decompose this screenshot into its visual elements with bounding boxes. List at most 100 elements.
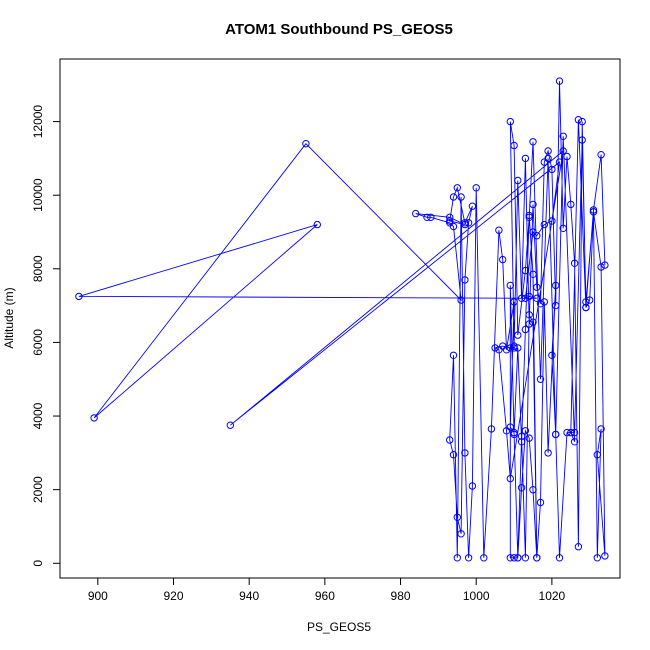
data-point bbox=[540, 158, 548, 166]
x-axis: 900 920 940 960 980 1000 1020 bbox=[88, 578, 566, 603]
data-point bbox=[457, 296, 465, 304]
data-point bbox=[510, 141, 518, 150]
data-point bbox=[487, 425, 496, 433]
data-point bbox=[464, 219, 473, 227]
data-point bbox=[582, 298, 590, 306]
y-tick-label: 8000 bbox=[31, 255, 45, 282]
data-point bbox=[536, 498, 545, 507]
data-point bbox=[589, 206, 598, 214]
data-point bbox=[461, 449, 469, 457]
data-point bbox=[472, 184, 480, 192]
data-point bbox=[427, 213, 435, 222]
data-point bbox=[502, 346, 511, 354]
data-point bbox=[544, 449, 552, 457]
y-tick-label: 2000 bbox=[31, 476, 45, 503]
data-point bbox=[461, 276, 469, 284]
data-point bbox=[552, 301, 560, 310]
data-point bbox=[555, 77, 564, 85]
data-point bbox=[529, 228, 537, 236]
data-point bbox=[514, 554, 522, 562]
data-point bbox=[544, 154, 552, 163]
data-point bbox=[521, 554, 530, 562]
data-point bbox=[548, 217, 556, 225]
data-point bbox=[468, 202, 477, 210]
data-point bbox=[525, 311, 533, 319]
x-tick-label: 960 bbox=[315, 589, 335, 603]
data-point bbox=[453, 513, 461, 521]
data-point bbox=[555, 554, 564, 562]
data-point bbox=[593, 554, 601, 562]
data-point bbox=[506, 117, 514, 126]
data-point bbox=[544, 147, 552, 155]
data-point bbox=[510, 554, 518, 562]
data-point bbox=[601, 261, 609, 269]
data-point bbox=[90, 414, 98, 422]
data-point bbox=[525, 434, 533, 442]
plot-frame bbox=[59, 58, 621, 579]
data-point bbox=[495, 346, 503, 354]
data-point bbox=[506, 344, 514, 352]
y-tick-label: 0 bbox=[31, 560, 45, 567]
data-point bbox=[521, 266, 530, 275]
data-point bbox=[586, 296, 594, 304]
data-point bbox=[499, 255, 507, 264]
data-point bbox=[597, 263, 605, 271]
data-point bbox=[514, 176, 522, 185]
data-point bbox=[521, 294, 530, 302]
data-point bbox=[449, 351, 458, 359]
data-point bbox=[464, 554, 473, 562]
data-point bbox=[502, 427, 511, 435]
data-point bbox=[548, 351, 556, 359]
data-point bbox=[540, 220, 548, 229]
y-tick-label: 4000 bbox=[31, 402, 45, 429]
data-point bbox=[468, 482, 477, 490]
data-point bbox=[578, 136, 586, 144]
data-point bbox=[574, 543, 583, 551]
data-point bbox=[226, 421, 235, 429]
x-tick-label: 980 bbox=[391, 589, 411, 603]
data-point bbox=[578, 117, 586, 126]
chart-title: ATOM1 Southbound PS_GEOS5 bbox=[225, 21, 453, 38]
data-point bbox=[525, 213, 533, 222]
data-point bbox=[446, 436, 454, 444]
data-point bbox=[552, 281, 560, 290]
data-point bbox=[536, 300, 545, 308]
data-point bbox=[506, 281, 514, 290]
data-point bbox=[593, 451, 601, 459]
x-axis-label: PS_GEOS5 bbox=[307, 620, 371, 634]
data-point bbox=[567, 428, 575, 437]
x-tick-label: 940 bbox=[239, 589, 259, 603]
data-point bbox=[525, 320, 533, 328]
data-point bbox=[412, 209, 420, 218]
x-tick-label: 900 bbox=[88, 589, 108, 603]
data-point bbox=[517, 484, 526, 492]
data-point bbox=[510, 298, 518, 306]
data-point bbox=[589, 208, 598, 216]
data-point bbox=[446, 213, 454, 222]
data-point bbox=[536, 375, 545, 383]
data-point bbox=[570, 438, 579, 446]
data-point bbox=[75, 292, 83, 301]
data-point bbox=[552, 430, 560, 439]
data-point bbox=[529, 270, 537, 278]
data-point bbox=[533, 283, 541, 291]
data-point bbox=[525, 211, 533, 220]
data-point bbox=[423, 213, 431, 222]
data-point bbox=[521, 427, 530, 435]
data-point bbox=[559, 224, 567, 233]
data-point bbox=[597, 151, 605, 159]
data-point bbox=[570, 259, 579, 267]
data-point bbox=[449, 451, 458, 459]
data-point bbox=[461, 220, 469, 229]
data-point bbox=[533, 232, 541, 240]
plot-area bbox=[75, 77, 609, 562]
data-point bbox=[559, 132, 567, 141]
data-point bbox=[449, 222, 458, 231]
data-point bbox=[457, 530, 465, 538]
data-point bbox=[480, 554, 488, 562]
data-point bbox=[506, 554, 514, 562]
x-tick-label: 1020 bbox=[539, 589, 566, 603]
data-point bbox=[510, 344, 518, 352]
y-axis-label: Altitude (m) bbox=[2, 287, 16, 348]
